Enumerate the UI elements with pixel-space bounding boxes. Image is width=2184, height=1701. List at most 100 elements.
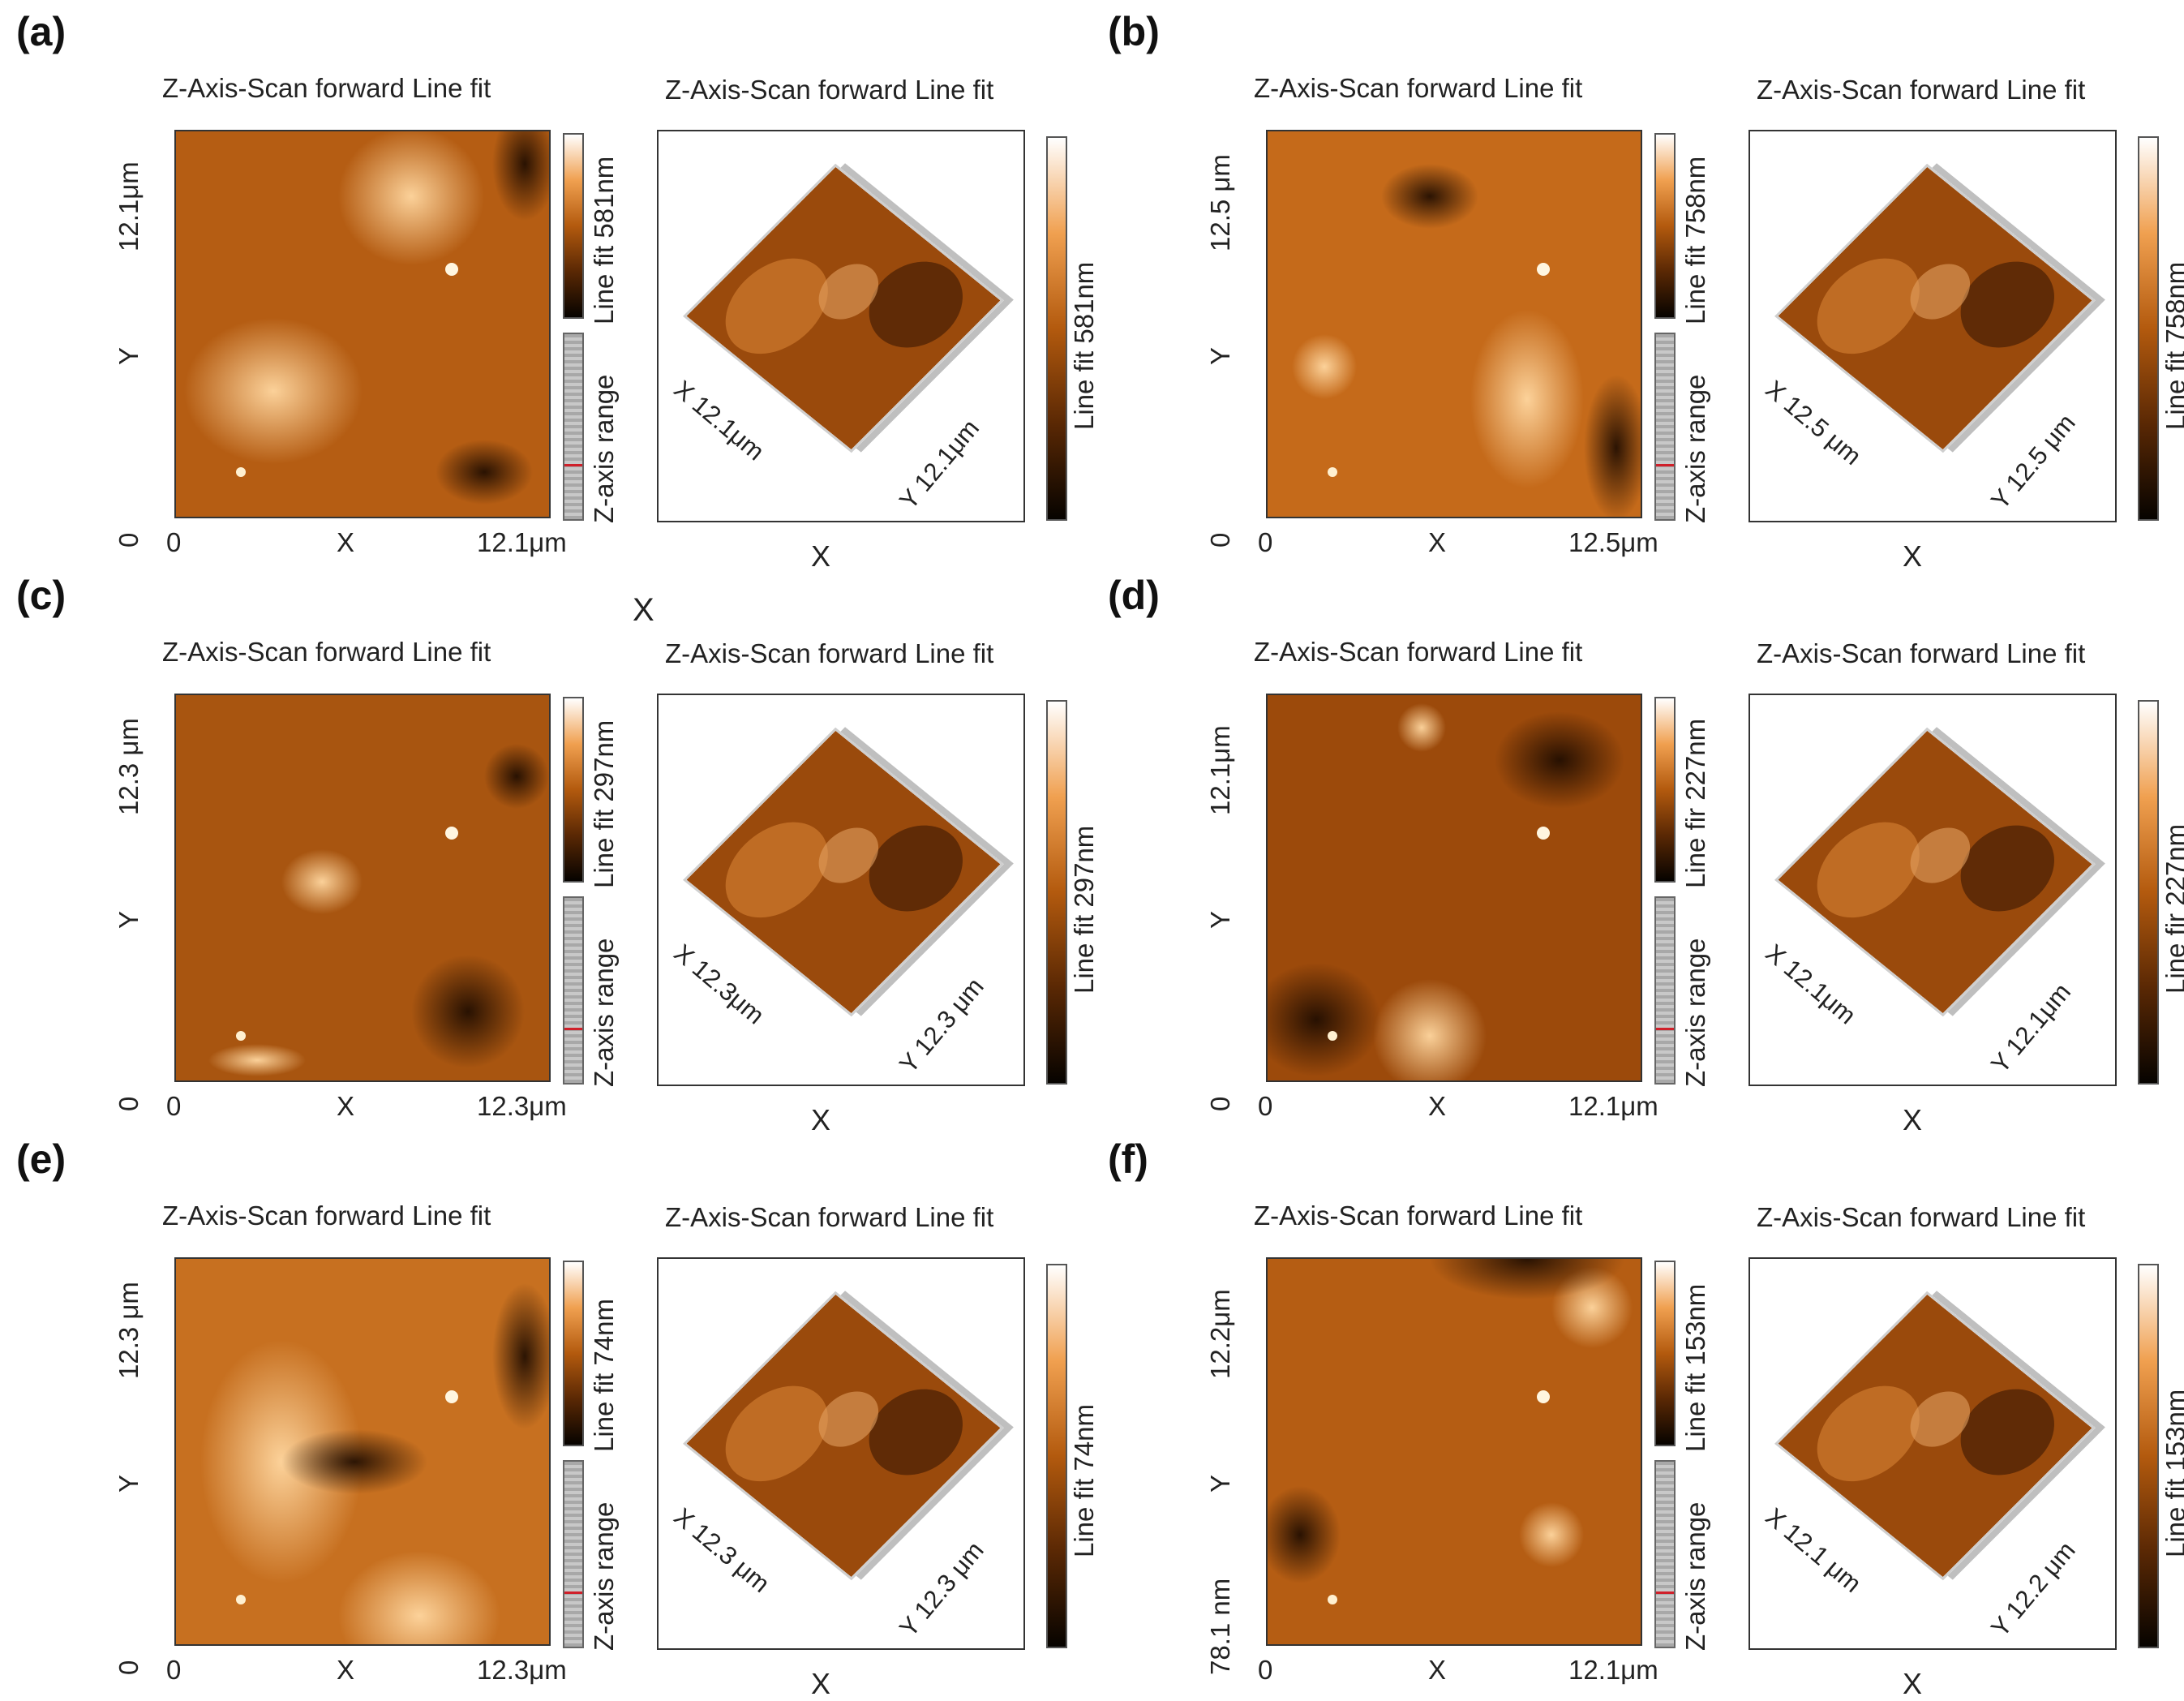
x-below-3d: X: [1903, 1667, 1923, 1700]
x-axis-min-label: 0: [1258, 527, 1273, 557]
particle: [1537, 1390, 1550, 1403]
title-2d: Z-Axis-Scan forward Line fit: [1254, 73, 1583, 103]
axis-3d-y: Y 12.1μm: [1985, 977, 2077, 1079]
dark-feature: [1381, 164, 1478, 229]
y-axis-max-label: 12.3 μm: [114, 718, 144, 815]
afm-3d-view: X 12.3 μm Y 12.3 μm: [657, 1257, 1025, 1650]
particle: [1328, 1595, 1337, 1604]
colorbar-3d-label: Line fir 227nm: [2160, 823, 2184, 994]
y-axis-min-label: 0: [1205, 532, 1235, 548]
x-axis-min-label: 0: [1258, 1091, 1273, 1121]
y-axis-min-label: 0: [114, 1660, 144, 1675]
colorbar-2d-label: Line fit 297nm: [589, 719, 619, 888]
panel-label: (a): [16, 9, 67, 54]
surface-3d: [683, 727, 1004, 1017]
x-axis-min-label: 0: [166, 1091, 182, 1121]
x-axis-label: X: [1428, 1091, 1447, 1121]
title-2d: Z-Axis-Scan forward Line fit: [1254, 1201, 1583, 1231]
afm-panel-c: (c) Z-Axis-Scan forward Line fit Z-Axis-…: [0, 564, 1099, 1136]
panel-label: (e): [16, 1136, 67, 1182]
y-axis-min-label: 0: [114, 1096, 144, 1111]
colorbar-3d: [2138, 1264, 2159, 1648]
colorbar-2d-label: Line fit 153nm: [1680, 1283, 1710, 1452]
y-axis-min-label: 78.1 nm: [1205, 1578, 1235, 1675]
colorbar-2d: [1654, 1261, 1676, 1446]
afm-height-map: [1266, 1257, 1642, 1646]
zaxis-range-label: Z-axis range: [1680, 938, 1710, 1087]
x-axis-label: X: [337, 1091, 355, 1121]
dark-feature: [1268, 963, 1381, 1076]
title-3d: Z-Axis-Scan forward Line fit: [665, 1202, 994, 1232]
surface-3d: [1774, 1291, 2096, 1581]
stray-x-label: X: [633, 592, 654, 628]
colorbar-3d: [2138, 700, 2159, 1085]
afm-height-map: [174, 694, 551, 1082]
dark-feature: [1268, 1486, 1341, 1583]
dark-feature: [492, 1283, 549, 1429]
dark-feature: [1430, 1259, 1624, 1299]
colorbar-2d-label: Line fit 581nm: [589, 156, 619, 324]
zaxis-range-bar: [563, 896, 584, 1085]
afm-panel-d: (d) Z-Axis-Scan forward Line fit Z-Axis-…: [1092, 564, 2184, 1136]
axis-3d-x: X 12.1μm: [668, 375, 770, 466]
x-axis-min-label: 0: [166, 1655, 182, 1685]
zaxis-range-label: Z-axis range: [1680, 374, 1710, 523]
surface-3d: [1774, 727, 2096, 1017]
bright-feature: [1470, 310, 1584, 488]
axis-3d-y: Y 12.5 μm: [1985, 408, 2081, 515]
title-3d: Z-Axis-Scan forward Line fit: [1757, 75, 2086, 105]
x-axis-min-label: 0: [1258, 1655, 1273, 1685]
dark-feature: [411, 955, 525, 1068]
bright-feature: [208, 1044, 306, 1076]
zaxis-range-bar: [1654, 333, 1676, 521]
x-axis-label: X: [337, 1655, 355, 1685]
axis-3d-y: Y 12.1μm: [894, 414, 985, 515]
x-axis-label: X: [1428, 527, 1447, 557]
bright-feature: [1373, 979, 1487, 1080]
bright-feature: [338, 131, 484, 265]
colorbar-3d: [1046, 136, 1067, 521]
particle: [1537, 263, 1550, 276]
bright-feature: [1397, 703, 1446, 752]
afm-3d-view: X 12.1 μm Y 12.2 μm: [1748, 1257, 2117, 1650]
panel-label: (c): [16, 573, 67, 618]
axis-3d-x: X 12.3 μm: [668, 1502, 775, 1599]
colorbar-2d-label: Line fit 74nm: [589, 1299, 619, 1452]
afm-panel-b: (b) Z-Axis-Scan forward Line fit Z-Axis-…: [1092, 0, 2184, 573]
dark-feature: [492, 131, 549, 221]
colorbar-3d: [2138, 136, 2159, 521]
zaxis-range-bar: [563, 333, 584, 521]
colorbar-3d: [1046, 700, 1067, 1085]
particle: [236, 1595, 246, 1604]
x-axis-max-label: 12.5μm: [1568, 527, 1658, 557]
colorbar-2d: [563, 697, 584, 883]
afm-panel-a: (a) Z-Axis-Scan forward Line fit Z-Axis-…: [0, 0, 1099, 573]
zaxis-range-bar: [1654, 1460, 1676, 1648]
particle: [445, 263, 458, 276]
x-axis-min-label: 0: [166, 527, 182, 557]
bright-feature: [338, 1551, 500, 1644]
title-3d: Z-Axis-Scan forward Line fit: [1757, 1202, 2086, 1232]
zaxis-range-label: Z-axis range: [589, 1501, 619, 1651]
zaxis-range-bar: [1654, 896, 1676, 1085]
particle: [236, 1031, 246, 1041]
x-below-3d: X: [811, 539, 831, 573]
y-axis-label: Y: [1205, 910, 1235, 929]
y-axis-label: Y: [1205, 346, 1235, 365]
y-axis-max-label: 12.2μm: [1205, 1289, 1235, 1379]
panel-label: (f): [1108, 1136, 1148, 1182]
surface-3d: [1774, 163, 2096, 453]
axis-3d-y: Y 12.2 μm: [1985, 1536, 2081, 1643]
title-3d: Z-Axis-Scan forward Line fit: [1757, 638, 2086, 668]
colorbar-2d: [1654, 697, 1676, 883]
x-axis-max-label: 12.3μm: [477, 1091, 567, 1121]
title-2d: Z-Axis-Scan forward Line fit: [162, 637, 491, 667]
y-axis-min-label: 0: [114, 532, 144, 548]
colorbar-3d-label: Line fit 758nm: [2160, 261, 2184, 430]
zaxis-range-bar: [563, 1460, 584, 1648]
afm-height-map: [174, 130, 551, 518]
x-below-3d: X: [811, 1667, 831, 1700]
x-below-3d: X: [1903, 539, 1923, 573]
surface-3d: [683, 163, 1004, 453]
y-axis-max-label: 12.3 μm: [114, 1282, 144, 1379]
